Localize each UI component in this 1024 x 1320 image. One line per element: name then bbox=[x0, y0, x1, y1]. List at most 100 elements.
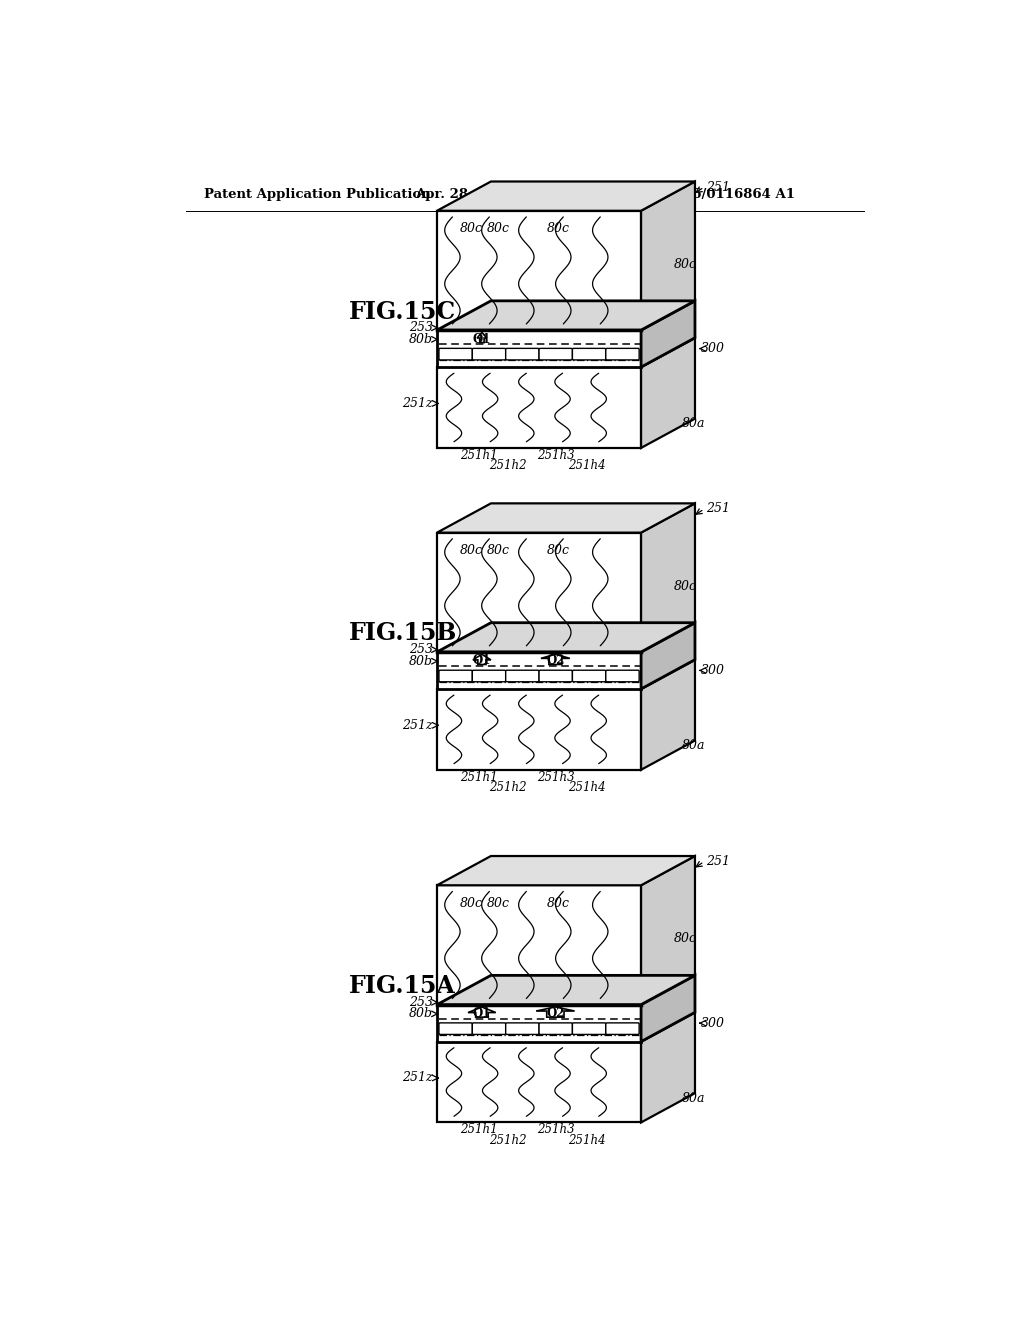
FancyBboxPatch shape bbox=[439, 1023, 472, 1035]
Text: 251h2: 251h2 bbox=[489, 1134, 526, 1147]
Text: 253: 253 bbox=[410, 995, 433, 1008]
Text: 80c: 80c bbox=[547, 222, 569, 235]
Text: FIG.15B: FIG.15B bbox=[348, 622, 457, 645]
Text: 251h4: 251h4 bbox=[567, 781, 605, 795]
Polygon shape bbox=[437, 1041, 641, 1122]
FancyBboxPatch shape bbox=[572, 348, 606, 360]
Text: US 2016/0116864 A1: US 2016/0116864 A1 bbox=[639, 187, 795, 201]
Text: FIG.15A: FIG.15A bbox=[348, 974, 456, 998]
Text: 251h2: 251h2 bbox=[489, 459, 526, 473]
FancyBboxPatch shape bbox=[572, 1023, 606, 1035]
Text: 251h1: 251h1 bbox=[460, 771, 498, 784]
Text: 251h3: 251h3 bbox=[537, 449, 574, 462]
Polygon shape bbox=[437, 857, 695, 886]
Polygon shape bbox=[437, 1005, 641, 1041]
Text: 251h1: 251h1 bbox=[460, 449, 498, 462]
Text: Apr. 28, 2016  Sheet 15 of 18: Apr. 28, 2016 Sheet 15 of 18 bbox=[416, 187, 631, 201]
FancyBboxPatch shape bbox=[472, 1023, 506, 1035]
Text: 80a: 80a bbox=[682, 417, 706, 430]
Text: 251z: 251z bbox=[402, 397, 433, 411]
Polygon shape bbox=[437, 338, 695, 367]
Polygon shape bbox=[541, 655, 569, 664]
Text: 80b: 80b bbox=[410, 1007, 433, 1020]
FancyBboxPatch shape bbox=[539, 1023, 572, 1035]
FancyBboxPatch shape bbox=[506, 1023, 539, 1035]
Polygon shape bbox=[437, 689, 641, 770]
FancyBboxPatch shape bbox=[472, 348, 506, 360]
Polygon shape bbox=[641, 301, 695, 367]
Polygon shape bbox=[437, 975, 695, 1005]
Text: O1: O1 bbox=[473, 1007, 492, 1020]
FancyBboxPatch shape bbox=[506, 671, 539, 681]
FancyBboxPatch shape bbox=[506, 348, 539, 360]
Text: 251z: 251z bbox=[402, 1072, 433, 1085]
Text: 80b: 80b bbox=[410, 655, 433, 668]
FancyBboxPatch shape bbox=[439, 671, 472, 681]
Text: 300: 300 bbox=[701, 1016, 725, 1030]
Text: 80c: 80c bbox=[487, 544, 510, 557]
Text: O1: O1 bbox=[473, 333, 492, 346]
Text: 80b: 80b bbox=[410, 333, 433, 346]
Text: 80a: 80a bbox=[682, 1092, 706, 1105]
Polygon shape bbox=[641, 338, 695, 447]
Polygon shape bbox=[437, 623, 695, 652]
Text: 300: 300 bbox=[701, 664, 725, 677]
Polygon shape bbox=[641, 857, 695, 1005]
Text: O1: O1 bbox=[473, 655, 492, 668]
Polygon shape bbox=[641, 975, 695, 1041]
Text: 80c: 80c bbox=[460, 896, 482, 909]
Text: O2: O2 bbox=[546, 1007, 564, 1019]
Polygon shape bbox=[477, 333, 486, 343]
Polygon shape bbox=[468, 1007, 496, 1018]
Polygon shape bbox=[437, 503, 695, 533]
Polygon shape bbox=[641, 1012, 695, 1122]
Polygon shape bbox=[473, 655, 490, 664]
FancyBboxPatch shape bbox=[539, 671, 572, 681]
Polygon shape bbox=[437, 301, 695, 330]
Text: 251: 251 bbox=[706, 855, 730, 869]
Text: 251z: 251z bbox=[402, 719, 433, 731]
Text: 251: 251 bbox=[706, 503, 730, 515]
Polygon shape bbox=[437, 1012, 695, 1041]
Text: 80c: 80c bbox=[487, 222, 510, 235]
FancyBboxPatch shape bbox=[606, 671, 639, 681]
Text: 253: 253 bbox=[410, 321, 433, 334]
Text: 80c: 80c bbox=[674, 932, 697, 945]
Text: 80c: 80c bbox=[487, 896, 510, 909]
Text: FIG.15C: FIG.15C bbox=[348, 300, 456, 323]
Text: 80c: 80c bbox=[547, 544, 569, 557]
Polygon shape bbox=[437, 330, 641, 367]
FancyBboxPatch shape bbox=[606, 1023, 639, 1035]
Polygon shape bbox=[641, 623, 695, 689]
Polygon shape bbox=[437, 886, 641, 1005]
Text: 253: 253 bbox=[410, 643, 433, 656]
Polygon shape bbox=[437, 652, 641, 689]
Text: Patent Application Publication: Patent Application Publication bbox=[204, 187, 430, 201]
Text: 251: 251 bbox=[706, 181, 730, 194]
Polygon shape bbox=[437, 660, 695, 689]
Text: 251h1: 251h1 bbox=[460, 1123, 498, 1137]
Polygon shape bbox=[437, 367, 641, 447]
FancyBboxPatch shape bbox=[606, 348, 639, 360]
Polygon shape bbox=[641, 660, 695, 770]
Polygon shape bbox=[537, 1007, 574, 1018]
Text: 251h3: 251h3 bbox=[537, 771, 574, 784]
Text: 80c: 80c bbox=[547, 896, 569, 909]
Text: 251h2: 251h2 bbox=[489, 781, 526, 795]
FancyBboxPatch shape bbox=[539, 348, 572, 360]
FancyBboxPatch shape bbox=[472, 671, 506, 681]
FancyBboxPatch shape bbox=[572, 671, 606, 681]
Text: 80c: 80c bbox=[674, 257, 697, 271]
Text: 251h4: 251h4 bbox=[567, 1134, 605, 1147]
Text: 80c: 80c bbox=[460, 222, 482, 235]
Text: 80a: 80a bbox=[682, 739, 706, 752]
Polygon shape bbox=[437, 182, 695, 211]
Text: 80c: 80c bbox=[460, 544, 482, 557]
Polygon shape bbox=[437, 533, 641, 652]
Text: 300: 300 bbox=[701, 342, 725, 355]
Polygon shape bbox=[641, 503, 695, 652]
Text: 251h3: 251h3 bbox=[537, 1123, 574, 1137]
Text: 80c: 80c bbox=[674, 579, 697, 593]
Text: O2: O2 bbox=[546, 653, 564, 667]
Text: 251h4: 251h4 bbox=[567, 459, 605, 473]
